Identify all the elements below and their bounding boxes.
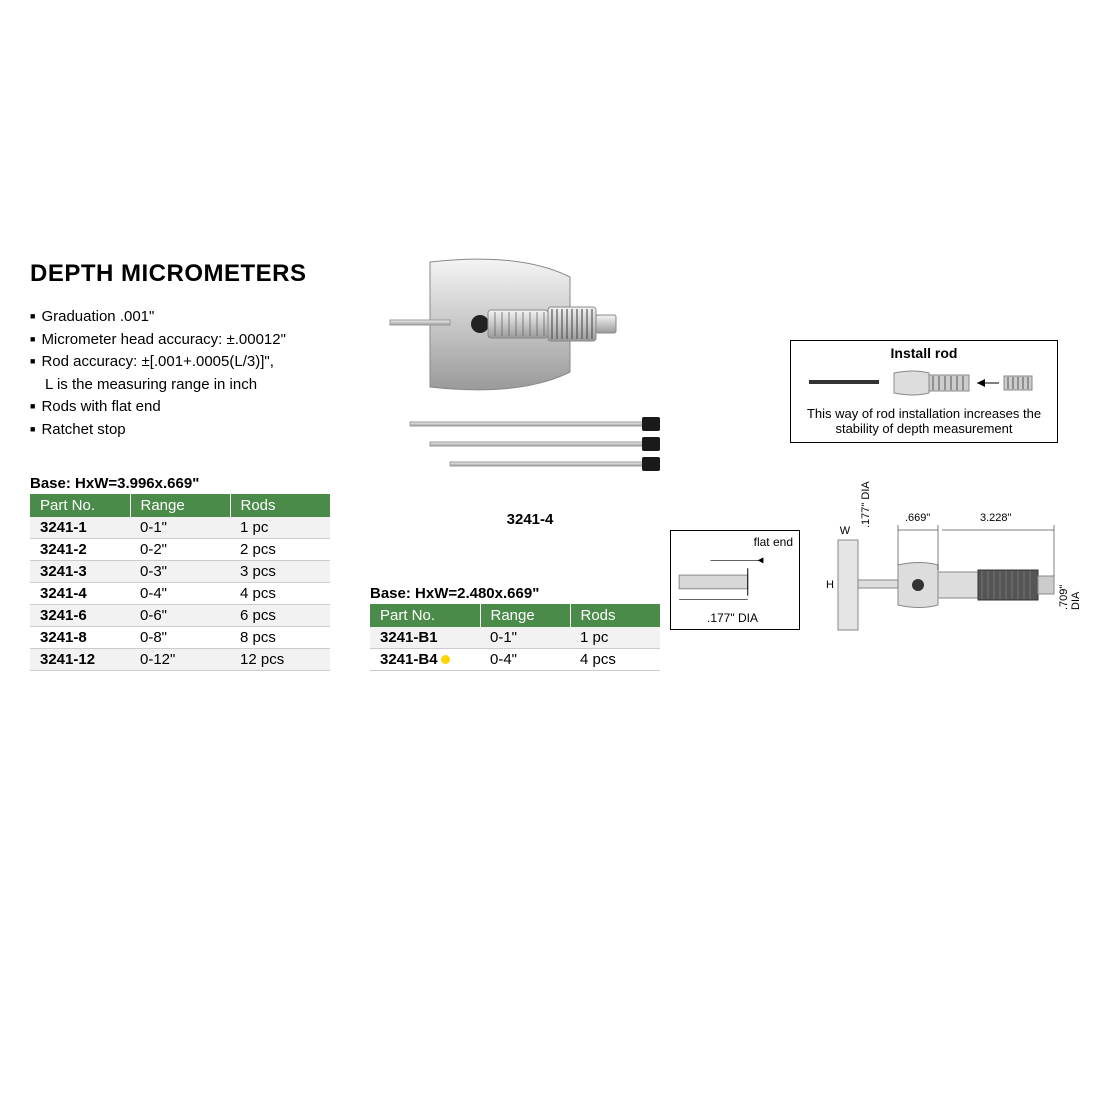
install-rod-icon <box>799 363 1049 403</box>
dim-d3: 3.228" <box>980 512 1011 524</box>
spec-item: Rod accuracy: ±[.001+.0005(L/3)]", <box>30 351 350 374</box>
table-row: 3241-80-8"8 pcs <box>30 627 330 649</box>
spec-item: Rods with flat end <box>30 396 350 419</box>
flat-end-box: flat end .177" DIA <box>670 530 800 630</box>
spec-item: Ratchet stop <box>30 419 350 442</box>
spec-item: L is the measuring range in inch <box>30 374 350 397</box>
th-partno: Part No. <box>370 604 480 627</box>
page-title: DEPTH MICROMETERS <box>30 260 350 288</box>
product-figure: 3241-4 <box>370 252 690 528</box>
parts-table-1: Part No. Range Rods 3241-10-1"1 pc 3241-… <box>30 494 330 671</box>
install-note: This way of rod installation increases t… <box>797 406 1051 436</box>
product-label: 3241-4 <box>370 511 690 528</box>
spec-list: Graduation .001" Micrometer head accurac… <box>30 306 350 441</box>
th-partno: Part No. <box>30 494 130 517</box>
th-rods: Rods <box>230 494 330 517</box>
dimension-drawing: W H .177" DIA .669" 3.228" .709" DIA <box>820 510 1070 643</box>
dim-d2: .669" <box>905 512 930 524</box>
th-range: Range <box>480 604 570 627</box>
flat-end-dim: .177" DIA <box>707 611 758 625</box>
table-row: 3241-10-1"1 pc <box>30 517 330 539</box>
dim-h: H <box>826 579 834 591</box>
table2: Base: HxW=2.480x.669" Part No. Range Rod… <box>370 585 660 671</box>
dim-w: W <box>840 525 851 537</box>
base-label: Base: HxW=2.480x.669" <box>370 585 660 602</box>
micrometer-icon <box>370 252 690 502</box>
highlight-dot-icon <box>441 655 450 664</box>
table1: Base: HxW=3.996x.669" Part No. Range Rod… <box>30 475 330 671</box>
install-caption: Install rod <box>797 345 1051 361</box>
dimension-icon: W H <box>820 510 1070 640</box>
table-row: 3241-120-12"12 pcs <box>30 649 330 671</box>
table-row: 3241-30-3"3 pcs <box>30 561 330 583</box>
table-row: 3241-40-4"4 pcs <box>30 583 330 605</box>
table-row: 3241-B40-4"4 pcs <box>370 649 660 671</box>
parts-table-2: Part No. Range Rods 3241-B10-1"1 pc 3241… <box>370 604 660 671</box>
dim-d1: .177" DIA <box>860 481 872 528</box>
table-row: 3241-B10-1"1 pc <box>370 627 660 649</box>
table-row: 3241-20-2"2 pcs <box>30 539 330 561</box>
th-range: Range <box>130 494 230 517</box>
spec-item: Graduation .001" <box>30 306 350 329</box>
spec-item: Micrometer head accuracy: ±.00012" <box>30 329 350 352</box>
table-row: 3241-60-6"6 pcs <box>30 605 330 627</box>
install-rod-box: Install rod This way of rod installation… <box>790 340 1058 443</box>
dim-d4: .709" DIA <box>1058 585 1082 610</box>
base-label: Base: HxW=3.996x.669" <box>30 475 330 492</box>
th-rods: Rods <box>570 604 660 627</box>
